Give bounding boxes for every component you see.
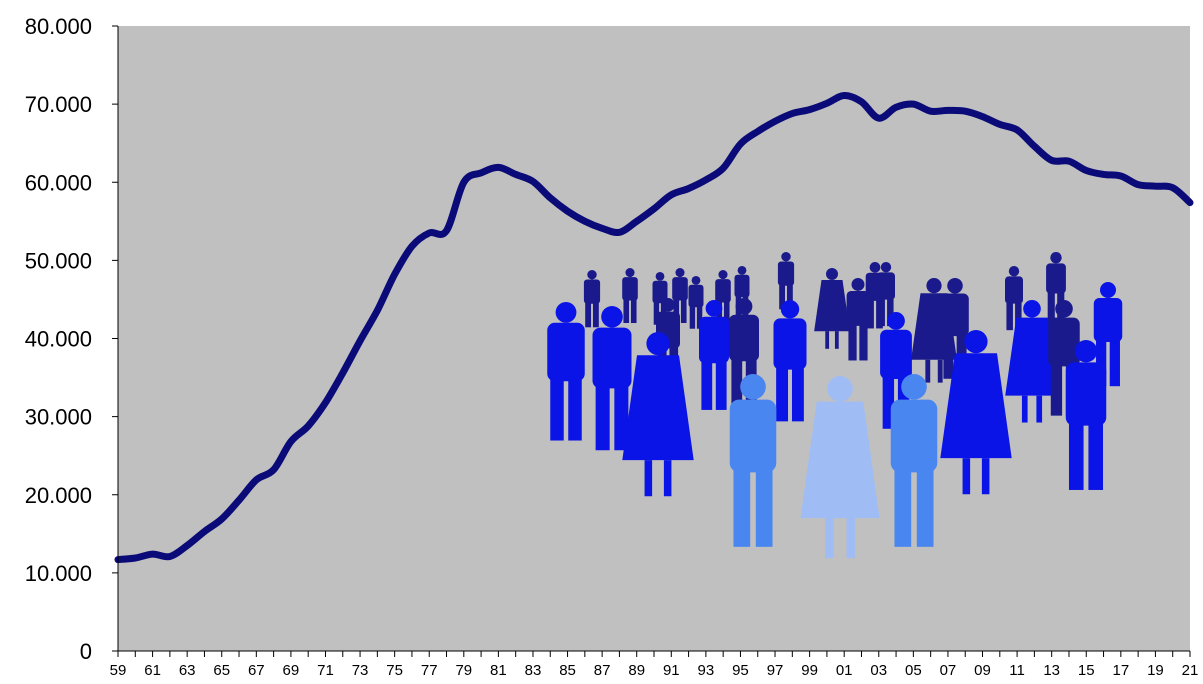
person-silhouette	[688, 276, 704, 329]
x-tick-label: 85	[559, 662, 576, 679]
person-silhouette	[699, 300, 729, 410]
people-crowd-illustration	[547, 252, 1123, 559]
x-tick-label: 61	[144, 662, 161, 679]
x-tick-label: 09	[974, 662, 991, 679]
x-tick-label: 71	[317, 662, 334, 679]
x-tick-label: 97	[767, 662, 784, 679]
x-tick-label: 73	[352, 662, 369, 679]
x-tick-label: 79	[455, 662, 472, 679]
x-tick-label: 15	[1078, 662, 1095, 679]
x-tick-label: 21	[1182, 662, 1199, 679]
y-tick-label: 60.000	[25, 170, 92, 195]
person-silhouette	[622, 268, 638, 324]
person-silhouette	[890, 374, 938, 547]
x-tick-label: 75	[386, 662, 403, 679]
person-silhouette	[777, 252, 795, 310]
person-silhouette	[672, 268, 688, 324]
y-tick-label: 70.000	[25, 92, 92, 117]
x-tick-label: 81	[490, 662, 507, 679]
person-silhouette	[729, 374, 777, 547]
x-tick-label: 07	[940, 662, 957, 679]
y-tick-label: 0	[80, 639, 92, 664]
x-tick-label: 91	[663, 662, 680, 679]
person-silhouette	[547, 302, 585, 441]
x-axis-ticks: 59 61 63 65 67 69 71 73 75 77 79 81 83 85 87 89 91 93 95 97…	[110, 651, 1199, 679]
x-tick-label: 69	[283, 662, 300, 679]
x-tick-label: 67	[248, 662, 265, 679]
person-silhouette	[1005, 300, 1059, 423]
y-tick-label: 10.000	[25, 561, 92, 586]
y-tick-label: 50.000	[25, 248, 92, 273]
y-tick-label: 20.000	[25, 483, 92, 508]
x-tick-label: 11	[1009, 662, 1025, 679]
x-tick-label: 65	[213, 662, 230, 679]
x-tick-label: 59	[110, 662, 127, 679]
x-tick-label: 05	[905, 662, 922, 679]
y-axis-ticks: 0 10.000 20.000 30.000 40.000 50.000 60.000 70.…	[25, 14, 118, 664]
person-silhouette	[1005, 266, 1023, 331]
x-tick-label: 01	[836, 662, 853, 679]
x-tick-label: 89	[628, 662, 645, 679]
series-line	[114, 92, 1194, 564]
person-silhouette	[940, 330, 1012, 495]
x-tick-label: 83	[525, 662, 542, 679]
x-tick-label: 87	[594, 662, 611, 679]
person-silhouette	[814, 268, 850, 349]
x-tick-label: 13	[1043, 662, 1060, 679]
x-tick-label: 17	[1112, 662, 1129, 679]
person-silhouette	[877, 262, 895, 327]
x-tick-label: 99	[801, 662, 818, 679]
y-tick-label: 30.000	[25, 405, 92, 430]
person-silhouette	[846, 278, 870, 361]
y-tick-label: 40.000	[25, 327, 92, 352]
person-silhouette	[1065, 340, 1107, 490]
person-silhouette	[583, 270, 601, 328]
x-tick-label: 77	[421, 662, 438, 679]
x-tick-label: 63	[179, 662, 196, 679]
x-tick-label: 95	[732, 662, 749, 679]
x-tick-label: 03	[870, 662, 887, 679]
person-silhouette	[592, 306, 632, 451]
person-silhouette	[800, 376, 880, 559]
x-tick-label: 19	[1147, 662, 1164, 679]
person-silhouette	[773, 300, 807, 422]
y-tick-label: 80.000	[25, 14, 92, 39]
x-tick-label: 93	[698, 662, 715, 679]
person-silhouette	[622, 332, 694, 497]
